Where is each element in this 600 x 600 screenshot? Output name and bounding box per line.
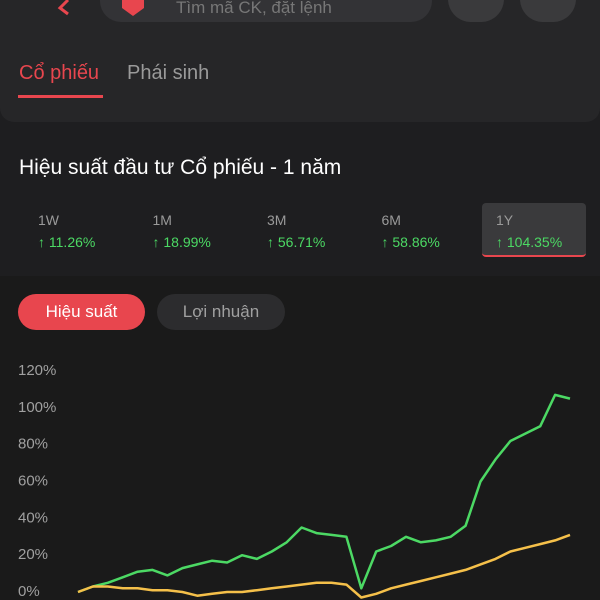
period-value: ↑ 11.26% xyxy=(38,234,96,250)
period-value: ↑ 56.71% xyxy=(267,234,326,250)
y-tick-label: 60% xyxy=(18,472,48,489)
period-label: 1Y xyxy=(496,212,514,228)
y-tick-label: 80% xyxy=(18,436,48,453)
avatar[interactable] xyxy=(448,0,504,22)
period-item[interactable]: 1W ↑ 11.26% xyxy=(24,203,128,255)
period-item[interactable]: 6M ↑ 58.86% xyxy=(368,203,472,255)
period-label: 6M xyxy=(381,212,401,228)
line-series xyxy=(77,533,571,599)
y-tick-label: 100% xyxy=(18,399,56,416)
y-tick-label: 20% xyxy=(18,546,48,563)
toggle-button[interactable]: Hiệu suất xyxy=(18,294,145,330)
period-item[interactable]: 3M ↑ 56.71% xyxy=(253,203,357,255)
period-item[interactable]: 1Y ↑ 104.35% xyxy=(482,203,586,257)
period-label: 1M xyxy=(152,212,172,228)
chart-panel xyxy=(0,276,600,600)
search-placeholder: Tìm mã CK, đặt lệnh xyxy=(176,0,332,17)
tab[interactable]: Phái sinh xyxy=(127,62,210,84)
y-tick-label: 0% xyxy=(18,583,40,600)
period-item[interactable]: 1M ↑ 18.99% xyxy=(139,203,243,255)
tab[interactable]: Cổ phiếu xyxy=(19,62,100,84)
back-icon[interactable] xyxy=(50,0,110,30)
period-value: ↑ 58.86% xyxy=(381,234,440,250)
y-tick-label: 120% xyxy=(18,362,56,379)
logo-icon xyxy=(122,0,144,16)
tab-underline xyxy=(18,95,103,98)
notification-button[interactable] xyxy=(520,0,576,22)
y-tick-label: 40% xyxy=(18,509,48,526)
line-series xyxy=(77,393,571,594)
section-title: Hiệu suất đầu tư Cổ phiếu - 1 năm xyxy=(19,156,342,179)
period-label: 3M xyxy=(267,212,287,228)
top-panel: Tìm mã CK, đặt lệnh Cổ phiếu Phái sinh xyxy=(0,0,600,122)
period-value: ↑ 104.35% xyxy=(496,234,563,250)
toggle-button[interactable]: Lợi nhuận xyxy=(157,294,285,330)
search-box[interactable]: Tìm mã CK, đặt lệnh xyxy=(100,0,432,22)
period-label: 1W xyxy=(38,212,59,228)
period-value: ↑ 18.99% xyxy=(152,234,211,250)
